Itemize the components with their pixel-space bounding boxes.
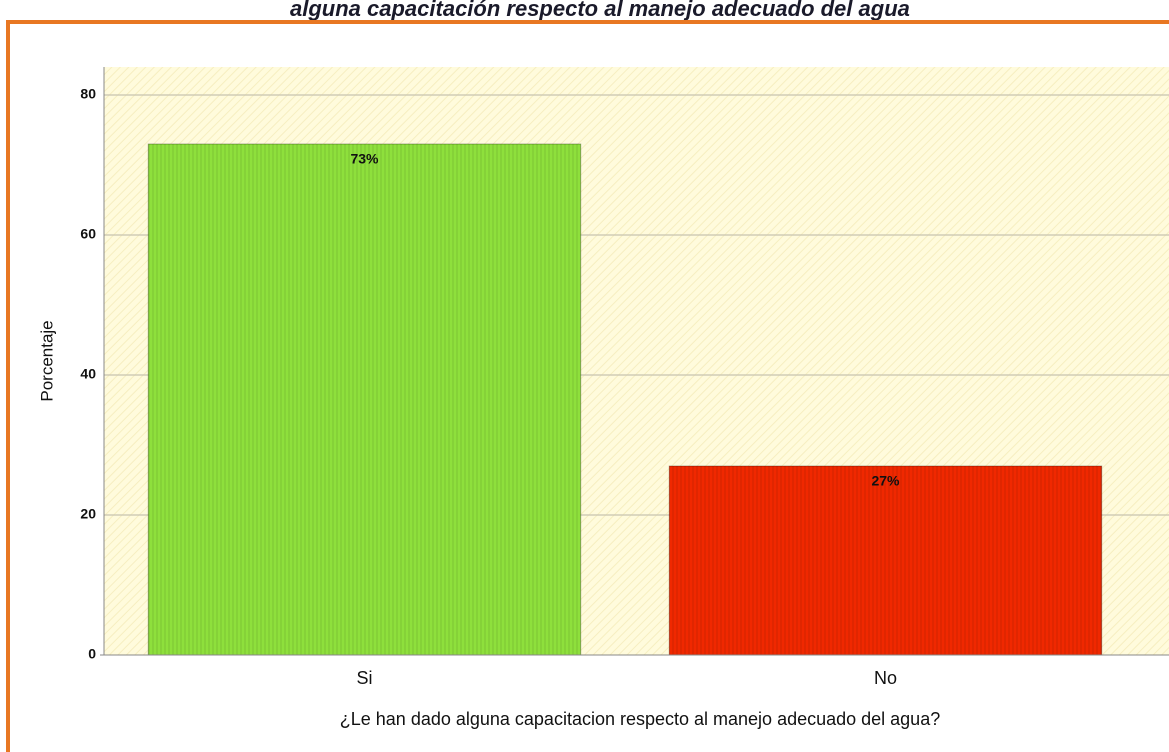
y-tick-label: 0 bbox=[88, 646, 96, 662]
y-axis-label: Porcentaje bbox=[37, 320, 56, 401]
frame bbox=[6, 20, 1169, 752]
y-tick-label: 40 bbox=[80, 366, 96, 382]
y-tick-label: 80 bbox=[80, 86, 96, 102]
value-label: 73% bbox=[350, 151, 379, 167]
bar-texture bbox=[148, 144, 581, 655]
chart-title: alguna capacitación respecto al manejo a… bbox=[290, 0, 910, 21]
x-tick-label: No bbox=[874, 668, 897, 688]
y-tick-label: 60 bbox=[80, 226, 96, 242]
x-tick-label: Si bbox=[356, 668, 372, 688]
bar-texture bbox=[669, 466, 1102, 655]
y-tick-label: 20 bbox=[80, 506, 96, 522]
value-label: 27% bbox=[871, 473, 900, 489]
x-axis-label: ¿Le han dado alguna capacitacion respect… bbox=[340, 709, 940, 729]
